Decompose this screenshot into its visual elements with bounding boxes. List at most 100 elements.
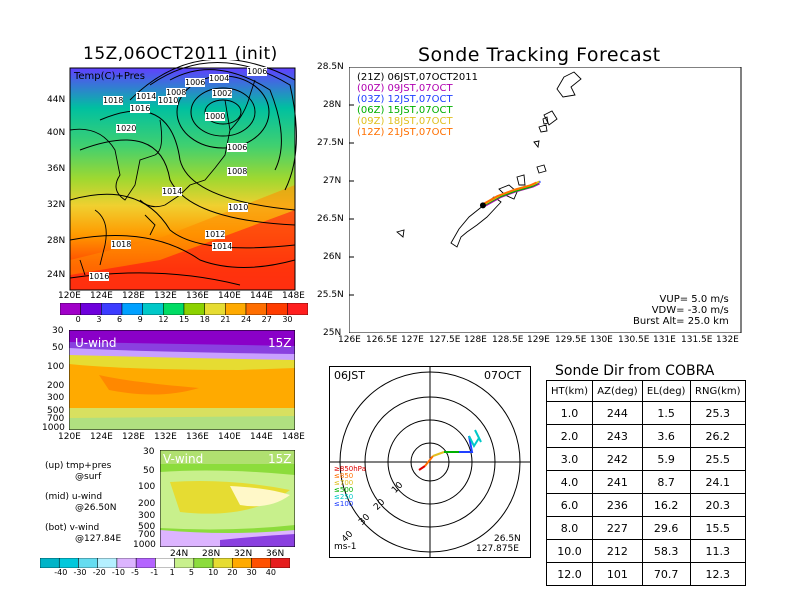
table-row: 2.0 243 3.6 26.2	[545, 424, 747, 448]
lon-label: 132E	[154, 432, 177, 442]
lon-label: 132E	[716, 335, 739, 345]
lat-label: 28N	[202, 549, 221, 559]
table-cell: 242	[592, 447, 643, 471]
table-row: 4.0 241 8.7 24.1	[545, 470, 747, 494]
colorbar-swatch	[232, 558, 252, 568]
table-cell: 241	[592, 470, 643, 494]
table-cell: 20.3	[689, 493, 747, 517]
sonde-params: VUP= 5.0 m/s VDW= -3.0 m/s Burst Alt= 25…	[633, 294, 729, 327]
table-cell: 236	[592, 493, 643, 517]
colorbar-swatch	[60, 303, 81, 315]
colorbar-label: 30	[282, 315, 293, 324]
polar-rings	[329, 366, 531, 558]
table-cell: 4.0	[545, 470, 594, 494]
polar-units: ms-1	[334, 542, 357, 552]
colorbar-label: 18	[199, 315, 210, 324]
lon-label: 129E	[527, 335, 550, 345]
lon-label: 131.5E	[681, 335, 713, 345]
lat-label: 32N	[234, 549, 253, 559]
colorbar-swatch	[80, 303, 102, 315]
isobar-label: 1018	[111, 240, 132, 249]
lat-label: 25N	[323, 328, 342, 338]
legend-note: @127.84E	[75, 534, 122, 544]
vwind-panel	[160, 450, 295, 547]
lon-label: 140E	[218, 432, 241, 442]
table-cell: 24.1	[689, 470, 747, 494]
colorbar-label: 30	[246, 568, 257, 577]
lat-label: 25.5N	[317, 290, 344, 300]
lon-label: 144E	[250, 291, 273, 301]
colorbar-swatch	[155, 558, 175, 568]
polar-time-right: 07OCT	[484, 369, 522, 382]
table-cell: 243	[592, 424, 643, 448]
table-cell: 10.0	[545, 539, 594, 563]
lon-label: 136E	[186, 432, 209, 442]
colorbar-swatch	[183, 303, 205, 315]
lat-label: 24N	[170, 549, 189, 559]
time-legend-entry: (06Z) 15JST,07OCT	[357, 105, 453, 116]
isobar-label: 1014	[212, 242, 233, 251]
surface-lat-axis: 44N 40N 36N 32N 28N 24N	[41, 60, 71, 325]
uwind-time: 15Z	[268, 336, 292, 350]
lat-label: 36N	[47, 164, 66, 174]
level-legend-entry: ≥850hPa	[334, 465, 366, 473]
colorbar-swatch	[245, 303, 267, 315]
lon-label: 127E	[401, 335, 424, 345]
param-vdw: VDW= -3.0 m/s	[651, 305, 729, 316]
table-cell: 2.0	[545, 424, 594, 448]
isobar-label: 1008	[166, 88, 187, 97]
lon-label: 128E	[464, 335, 487, 345]
column-header: EL(deg)	[641, 380, 691, 402]
colorbar-label: 15	[179, 315, 190, 324]
column-header: AZ(deg)	[592, 380, 643, 402]
time-legend-entry: (21Z) 06JST,07OCT2011	[357, 72, 479, 83]
lon-label: 124E	[90, 432, 113, 442]
colorbar-label: -40	[54, 568, 68, 577]
polar-panel	[329, 366, 531, 558]
isobar-label: 1010	[228, 203, 249, 212]
lon-label: 148E	[282, 291, 305, 301]
param-burst-alt: Burst Alt= 25.0 km	[633, 316, 729, 327]
colorbar-label: -5	[131, 568, 140, 577]
lat-label: 36N	[266, 549, 285, 559]
table-cell: 1.0	[545, 401, 594, 425]
table-row: 10.0 212 58.3 11.3	[545, 539, 747, 563]
table-row: 12.0 101 70.7 12.3	[545, 562, 747, 586]
table-cell: 11.3	[689, 539, 747, 563]
warm-region	[70, 210, 295, 290]
colorbar-label: 20	[227, 568, 238, 577]
colorbar-label: -30	[73, 568, 87, 577]
vwind-label: V-wind	[163, 452, 204, 466]
polar-level-legend: ≥850hPa ≤850 ≤700 ≤500 ≤250 ≤100	[334, 466, 366, 508]
colorbar-swatch	[287, 303, 308, 315]
lat-label: 28N	[47, 236, 66, 246]
lon-label: 140E	[218, 291, 241, 301]
colorbar-swatch	[204, 303, 226, 315]
level-label: 50	[143, 466, 155, 476]
table-cell: 29.6	[641, 516, 691, 540]
level-label: 30	[143, 447, 155, 457]
colorbar-swatch	[163, 303, 185, 315]
colorbar-swatch	[121, 303, 143, 315]
colorbar-label: 27	[261, 315, 272, 324]
table-cell: 12.0	[545, 562, 594, 586]
level-label: 100	[138, 482, 156, 492]
track-time-legend: (21Z) 06JST,07OCT2011 (00Z) 09JST,07OCT …	[357, 72, 478, 138]
level-label: 300	[138, 511, 156, 521]
colorbar-label: 21	[220, 315, 231, 324]
time-legend-entry: (00Z) 09JST,07OCT	[357, 83, 453, 94]
vwind-colorbar-labels: -40 -30 -20 -10 -5 -1 1 5 10 20 30 40	[40, 568, 290, 578]
table-cell: 227	[592, 516, 643, 540]
colorbar-swatch	[135, 558, 156, 568]
level-label: 500	[47, 406, 65, 416]
isobar-label: 1016	[89, 272, 110, 281]
level-legend-entry: ≤250	[334, 493, 354, 501]
colorbar-swatch	[174, 558, 195, 568]
colorbar-swatch	[266, 303, 288, 315]
map-ticks	[349, 104, 354, 296]
temperature-colorbar-labels: 0 3 6 9 12 15 18 21 24 27 30	[60, 315, 308, 325]
isobar-label: 1004	[209, 74, 230, 83]
legend-note: (bot) v-wind	[45, 523, 100, 533]
isobar-label: 1020	[116, 124, 137, 133]
isobar-label: 1014	[136, 92, 157, 101]
